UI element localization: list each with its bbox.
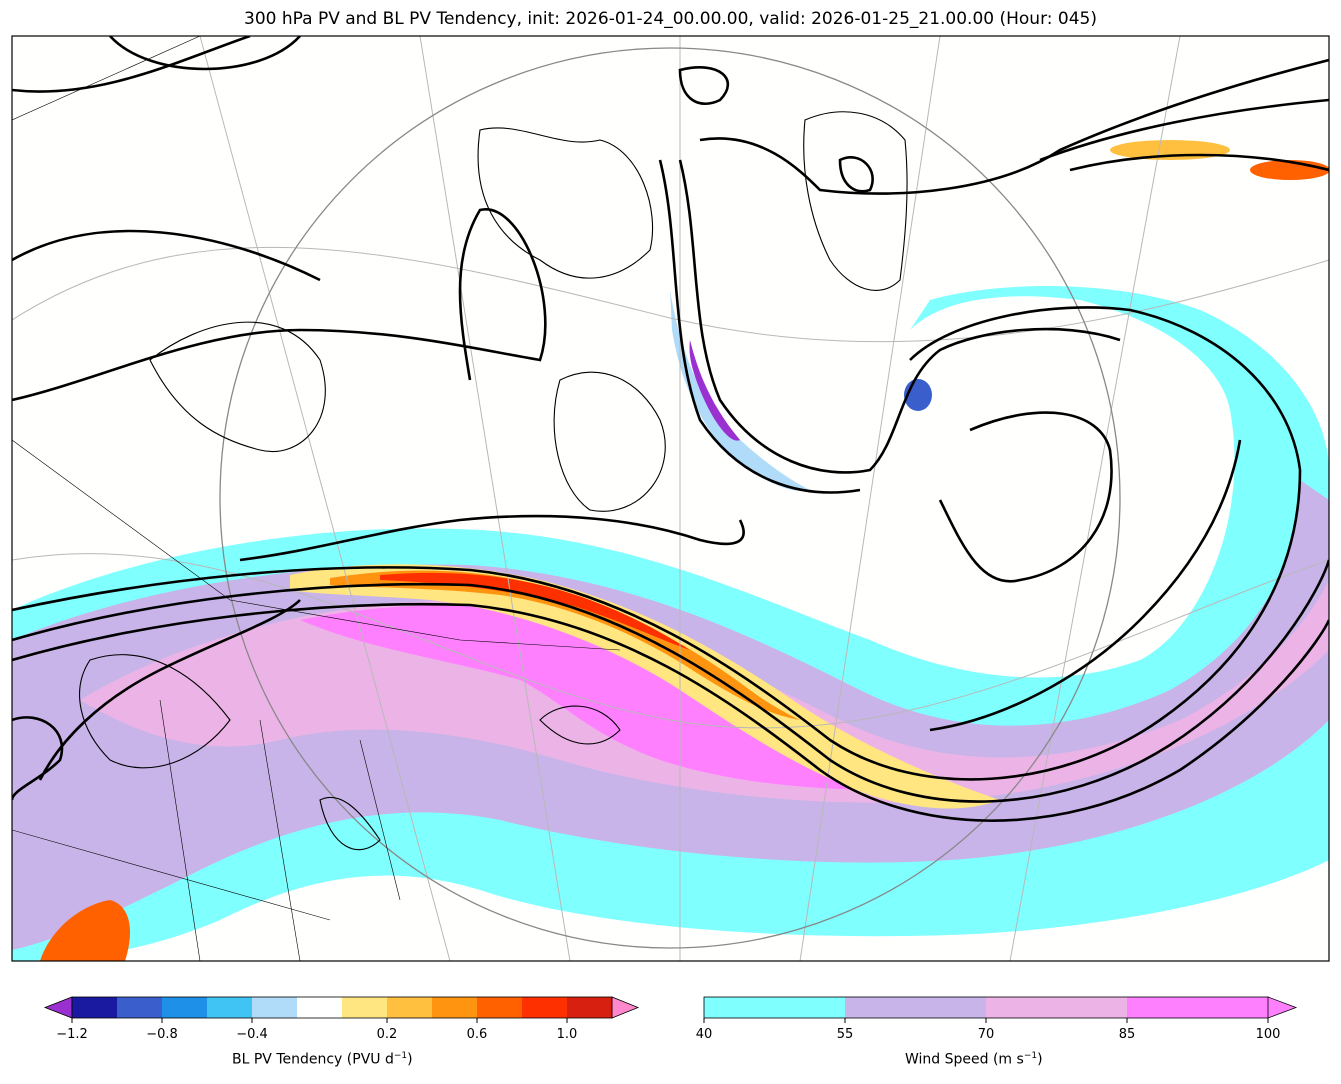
pv-colorbar-tick-label: 0.2 <box>377 1027 398 1042</box>
pv-colorbar-segment <box>162 997 208 1018</box>
coastlines <box>79 111 908 851</box>
pv-colorbar-tick-label: −1.2 <box>56 1027 88 1042</box>
wind-colorbar-tick-label: 55 <box>837 1027 854 1042</box>
pv-tendency-colorbar: −1.2 −0.8 −0.4 0.2 0.6 1.0 <box>43 996 640 1042</box>
map-frame <box>11 35 1330 962</box>
pv-colorbar-segment <box>522 997 568 1018</box>
pv-colorbar-segment <box>207 997 253 1018</box>
pv-colorbar-segment <box>342 997 388 1018</box>
pv-colorbar-segment <box>72 997 118 1018</box>
polar-circle <box>219 47 1121 949</box>
wind-colorbar-segment <box>1127 997 1269 1018</box>
chart-title: 300 hPa PV and BL PV Tendency, init: 202… <box>244 9 1097 29</box>
political-boundaries <box>12 36 621 961</box>
pv-colorbar-segment <box>387 997 433 1018</box>
wind-colorbar-tick-label: 85 <box>1119 1027 1136 1042</box>
pv-tendency-colorbar-label: BL PV Tendency (PVU d−1) <box>232 1051 413 1068</box>
pv-colorbar-over-extension <box>611 996 640 1019</box>
wind-colorbar-segment <box>704 997 846 1018</box>
wind-colorbar-segment <box>845 997 987 1018</box>
pv-colorbar-segment <box>117 997 163 1018</box>
wind-colorbar: 40 55 70 85 100 <box>696 996 1298 1042</box>
pv-tendency-positive-band <box>290 564 1000 809</box>
pv-colorbar-under-extension <box>43 996 73 1019</box>
pv-contours <box>12 36 1329 822</box>
pv-tendency-red-band <box>380 572 690 650</box>
wind-colorbar-over-extension <box>1267 996 1298 1019</box>
pv-colorbar-tick-label: −0.8 <box>146 1027 178 1042</box>
wind-colorbar-tick-label: 100 <box>1256 1027 1281 1042</box>
pv-colorbar-tick-label: −0.4 <box>236 1027 268 1042</box>
wind-colorbar-label: Wind Speed (m s−1) <box>905 1051 1043 1068</box>
pv-colorbar-segment <box>432 997 478 1018</box>
pv-colorbar-segment <box>477 997 523 1018</box>
pv-colorbar-tick-label: 1.0 <box>557 1027 578 1042</box>
pv-colorbar-segment <box>252 997 298 1018</box>
pv-tendency-southwest-cluster <box>40 900 130 961</box>
pv-colorbar-segment <box>567 997 613 1018</box>
wind-colorbar-segment <box>986 997 1128 1018</box>
wind-colorbar-tick-label: 40 <box>696 1027 713 1042</box>
wind-band-85 <box>300 605 880 790</box>
pv-tendency-negative-streak <box>670 290 810 491</box>
wind-colorbar-tick-label: 70 <box>978 1027 995 1042</box>
pv-colorbar-tick-label: 0.6 <box>467 1027 488 1042</box>
pv-colorbar-segment <box>297 997 343 1018</box>
